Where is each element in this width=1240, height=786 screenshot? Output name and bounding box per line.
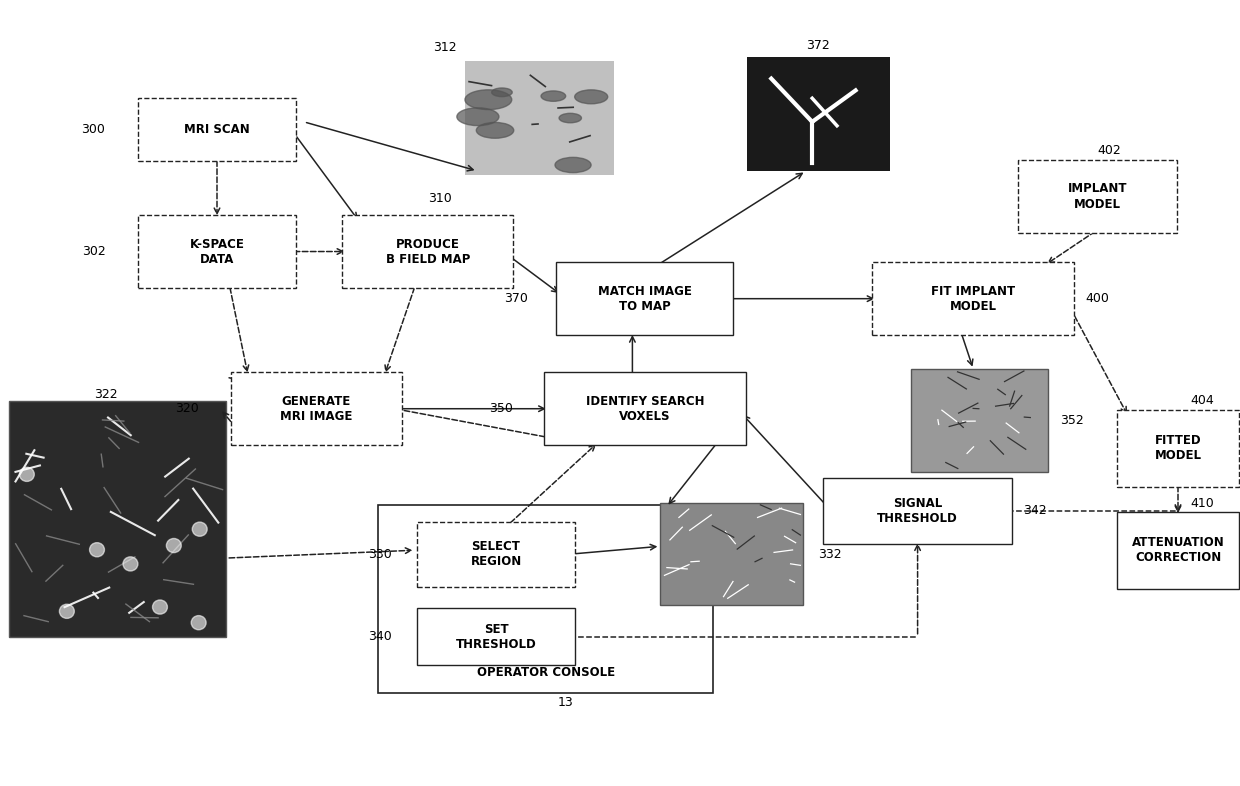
FancyBboxPatch shape — [231, 373, 402, 445]
Ellipse shape — [492, 88, 512, 97]
Text: 400: 400 — [1085, 292, 1109, 305]
Text: 310: 310 — [428, 192, 451, 204]
Text: IDENTIFY SEARCH
VOXELS: IDENTIFY SEARCH VOXELS — [585, 395, 704, 423]
Text: 300: 300 — [82, 123, 105, 136]
FancyBboxPatch shape — [417, 522, 575, 586]
Bar — [911, 369, 1048, 472]
Ellipse shape — [20, 467, 35, 481]
Text: 352: 352 — [1060, 414, 1084, 427]
Text: 322: 322 — [94, 388, 118, 401]
Ellipse shape — [574, 90, 608, 104]
FancyBboxPatch shape — [342, 215, 513, 288]
Ellipse shape — [559, 113, 582, 123]
Text: 404: 404 — [1190, 395, 1214, 407]
Bar — [660, 503, 804, 605]
Text: 13: 13 — [558, 696, 574, 709]
Text: SELECT
REGION: SELECT REGION — [470, 540, 522, 568]
Text: MATCH IMAGE
TO MAP: MATCH IMAGE TO MAP — [598, 285, 692, 313]
FancyBboxPatch shape — [823, 478, 1012, 544]
Text: PRODUCE
B FIELD MAP: PRODUCE B FIELD MAP — [386, 237, 470, 266]
Text: FIT IMPLANT
MODEL: FIT IMPLANT MODEL — [931, 285, 1016, 313]
Ellipse shape — [541, 91, 565, 101]
Text: 340: 340 — [368, 630, 392, 643]
Text: 302: 302 — [82, 245, 105, 258]
FancyBboxPatch shape — [1117, 512, 1239, 589]
Text: 342: 342 — [1023, 505, 1047, 517]
Text: 320: 320 — [175, 402, 198, 415]
Text: 370: 370 — [505, 292, 528, 305]
Text: K-SPACE
DATA: K-SPACE DATA — [190, 237, 244, 266]
FancyBboxPatch shape — [138, 215, 296, 288]
Ellipse shape — [153, 600, 167, 614]
Text: 402: 402 — [1097, 145, 1121, 157]
Text: SIGNAL
THRESHOLD: SIGNAL THRESHOLD — [877, 497, 959, 525]
Text: IMPLANT
MODEL: IMPLANT MODEL — [1068, 182, 1127, 211]
Text: 350: 350 — [490, 402, 513, 415]
FancyBboxPatch shape — [1018, 160, 1177, 233]
Text: GENERATE
MRI IMAGE: GENERATE MRI IMAGE — [280, 395, 352, 423]
Ellipse shape — [456, 108, 498, 126]
FancyBboxPatch shape — [543, 373, 746, 445]
Text: 332: 332 — [818, 548, 842, 560]
Text: 372: 372 — [806, 39, 831, 52]
FancyBboxPatch shape — [873, 262, 1074, 335]
Ellipse shape — [60, 604, 74, 619]
FancyBboxPatch shape — [556, 262, 734, 335]
Bar — [10, 401, 226, 637]
FancyBboxPatch shape — [138, 98, 296, 161]
Bar — [746, 57, 890, 171]
Ellipse shape — [123, 556, 138, 571]
Ellipse shape — [192, 522, 207, 536]
FancyBboxPatch shape — [1117, 410, 1239, 487]
Ellipse shape — [89, 542, 104, 556]
Text: 410: 410 — [1190, 497, 1214, 509]
Ellipse shape — [191, 615, 206, 630]
Text: FITTED
MODEL: FITTED MODEL — [1154, 434, 1202, 462]
Ellipse shape — [465, 90, 512, 109]
Text: ATTENUATION
CORRECTION: ATTENUATION CORRECTION — [1132, 536, 1224, 564]
Bar — [378, 505, 713, 693]
FancyBboxPatch shape — [417, 608, 575, 665]
Text: 312: 312 — [433, 41, 456, 53]
Text: 330: 330 — [368, 548, 392, 560]
Ellipse shape — [476, 123, 513, 138]
Ellipse shape — [166, 538, 181, 553]
Text: SET
THRESHOLD: SET THRESHOLD — [455, 623, 537, 651]
Text: MRI SCAN: MRI SCAN — [184, 123, 250, 136]
Ellipse shape — [556, 157, 591, 173]
Bar — [465, 61, 614, 174]
Text: OPERATOR CONSOLE: OPERATOR CONSOLE — [476, 666, 615, 679]
